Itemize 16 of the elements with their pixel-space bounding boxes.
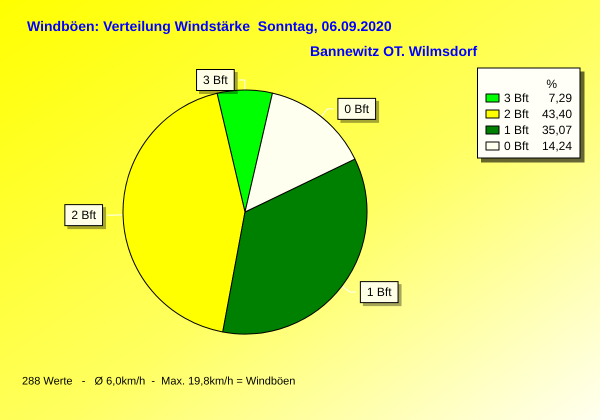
text: 288 Werte - Ø 6,0km/h - Max. 19,8km/h = Windböen <box>22 376 296 388</box>
data-label: 35,07 <box>542 123 572 137</box>
data-label: 14,24 <box>542 139 572 153</box>
legend-label: 3 Bft <box>504 91 530 105</box>
legend-label: 1 Bft <box>504 123 530 137</box>
slice-label: 2 Bft <box>71 208 97 222</box>
chart-subtitle: Bannewitz OT. Wilmsdorf <box>310 43 478 59</box>
legend-label: 2 Bft <box>504 107 530 121</box>
slice-label: 1 Bft <box>366 285 392 300</box>
slice-label: 3 Bft <box>203 73 228 87</box>
legend-label: 0 Bft <box>504 139 530 153</box>
data-label: 43,40 <box>542 107 572 121</box>
data-label: 7,29 <box>548 91 572 105</box>
legend-title: % <box>546 77 558 91</box>
chart-title: Windböen: Verteilung Windstärke Sonntag, 06.09.2020 <box>27 18 392 34</box>
slice-label: 0 Bft <box>344 102 370 116</box>
